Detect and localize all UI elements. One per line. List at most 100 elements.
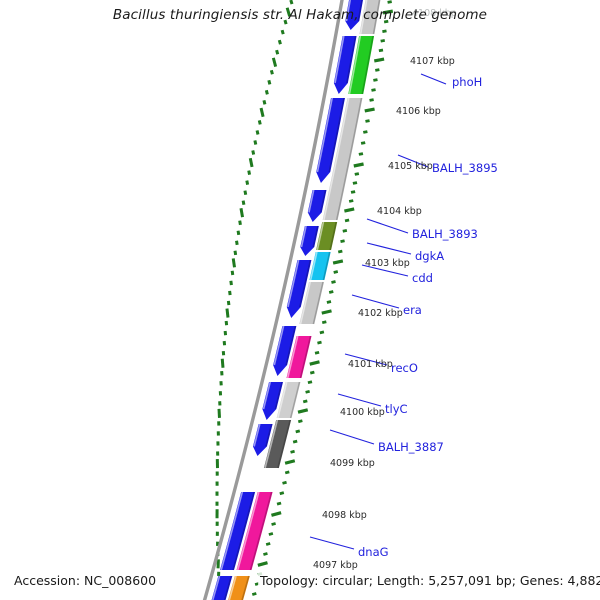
feature-shadow <box>361 35 374 95</box>
feature-body[interactable] <box>316 98 345 183</box>
ruler-minor-tick <box>354 172 360 176</box>
feature-highlight <box>316 97 333 173</box>
gene-label-leader-lines <box>309 73 447 550</box>
ruler-arc-tick <box>217 421 221 426</box>
gene-label-phoh[interactable]: phoH <box>452 75 483 89</box>
reverse-strand-track[interactable] <box>228 0 381 600</box>
gene-feature-forward[interactable] <box>220 491 256 571</box>
gene-feature-reverse[interactable] <box>309 251 331 281</box>
gene-feature-forward[interactable] <box>316 97 345 183</box>
feature-body[interactable] <box>263 420 292 468</box>
ruler-arc-tick <box>218 401 222 406</box>
gene-feature-reverse[interactable] <box>236 491 273 571</box>
ruler-arc-tick <box>280 29 285 35</box>
ruler-minor-tick <box>314 350 320 355</box>
ruler-major-tick <box>297 408 309 414</box>
feature-highlight <box>277 381 288 419</box>
gene-feature-reverse[interactable] <box>299 281 324 325</box>
ruler-arc-tick <box>229 280 233 286</box>
feature-shadow <box>357 0 363 22</box>
feature-body[interactable] <box>348 36 375 94</box>
ruler-minor-tick <box>333 270 339 274</box>
ruler-tick-label: 4105 kbp <box>388 161 433 172</box>
feature-body[interactable] <box>316 222 338 250</box>
gene-label-tlyc[interactable]: tlyC <box>385 402 408 416</box>
feature-highlight <box>300 225 307 248</box>
gene-feature-forward[interactable] <box>262 381 284 420</box>
ruler-minor-tick <box>284 470 290 475</box>
ruler-arc-tick <box>267 79 272 85</box>
gene-feature-reverse[interactable] <box>286 335 312 379</box>
feature-body[interactable] <box>276 382 301 418</box>
feature-body[interactable] <box>211 576 233 600</box>
gene-feature-reverse[interactable] <box>359 0 381 35</box>
gene-feature-reverse[interactable] <box>276 381 301 419</box>
ruler-minor-tick <box>295 429 301 434</box>
feature-body[interactable] <box>286 260 312 318</box>
gene-feature-reverse[interactable] <box>316 221 338 251</box>
feature-body[interactable] <box>333 36 357 94</box>
gene-feature-forward[interactable] <box>286 259 312 318</box>
gene-label-balh_3895[interactable]: BALH_3895 <box>432 161 498 175</box>
feature-shadow <box>277 419 291 469</box>
ruler-minor-tick <box>348 199 354 203</box>
feature-body[interactable] <box>309 252 331 280</box>
ruler-arc-tick <box>215 491 219 496</box>
forward-strand-track[interactable] <box>211 0 363 600</box>
genome-backbone-path[interactable] <box>202 0 344 600</box>
feature-body[interactable] <box>322 98 363 220</box>
feature-highlight <box>316 221 325 251</box>
gene-feature-forward[interactable] <box>333 35 357 94</box>
feature-body[interactable] <box>236 492 273 570</box>
gene-label-reco[interactable]: recO <box>391 361 418 375</box>
feature-body[interactable] <box>286 336 312 378</box>
feature-body[interactable] <box>299 282 324 324</box>
gene-feature-forward[interactable] <box>273 325 297 376</box>
gene-label-balh_3887[interactable]: BALH_3887 <box>378 440 444 454</box>
feature-body[interactable] <box>345 0 363 30</box>
gene-label-cdd[interactable]: cdd <box>412 271 433 285</box>
ruler-minor-tick <box>337 249 343 254</box>
ruler-major-tick <box>373 57 385 63</box>
gene-feature-reverse[interactable] <box>228 575 250 600</box>
gene-feature-forward[interactable] <box>252 423 273 456</box>
gene-feature-reverse[interactable] <box>322 97 363 221</box>
ruler-arc-tick <box>226 300 231 306</box>
gene-label-leader-line <box>361 264 409 277</box>
ruler-minor-tick <box>365 119 370 123</box>
ruler-major-tick <box>284 459 296 465</box>
gene-label-era[interactable]: era <box>403 303 422 317</box>
feature-body[interactable] <box>228 576 250 600</box>
feature-shadow <box>346 35 357 84</box>
gene-feature-forward[interactable] <box>300 225 319 256</box>
feature-highlight <box>273 325 285 366</box>
ruler-major-tick <box>271 511 282 517</box>
feature-highlight <box>236 491 260 571</box>
ruler-minor-tick <box>268 532 274 536</box>
gene-feature-reverse[interactable] <box>348 35 375 95</box>
feature-body[interactable] <box>220 492 256 570</box>
gene-label-balh_3893[interactable]: BALH_3893 <box>412 227 478 241</box>
feature-shadow <box>312 281 324 325</box>
gene-feature-forward[interactable] <box>211 575 233 600</box>
feature-highlight <box>308 189 315 213</box>
genome-backbone-line[interactable] <box>202 0 344 600</box>
feature-shadow <box>285 325 297 366</box>
feature-shadow <box>299 259 312 308</box>
ruler-minor-tick <box>251 592 257 596</box>
feature-shadow <box>320 189 327 213</box>
feature-body[interactable] <box>273 326 297 376</box>
ruler-arc-tick <box>217 571 221 577</box>
gene-feature-forward[interactable] <box>345 0 363 30</box>
ruler-arc-tick <box>253 140 258 145</box>
ruler-minor-tick <box>373 78 378 82</box>
ruler-arc-tick <box>239 208 245 218</box>
gene-feature-reverse[interactable] <box>263 419 292 469</box>
ruler-minor-tick <box>305 389 310 394</box>
feature-shadow <box>274 381 283 410</box>
gene-label-dgka[interactable]: dgkA <box>415 249 445 263</box>
gene-label-dnag[interactable]: dnaG <box>358 545 389 559</box>
gene-feature-forward[interactable] <box>307 189 327 222</box>
